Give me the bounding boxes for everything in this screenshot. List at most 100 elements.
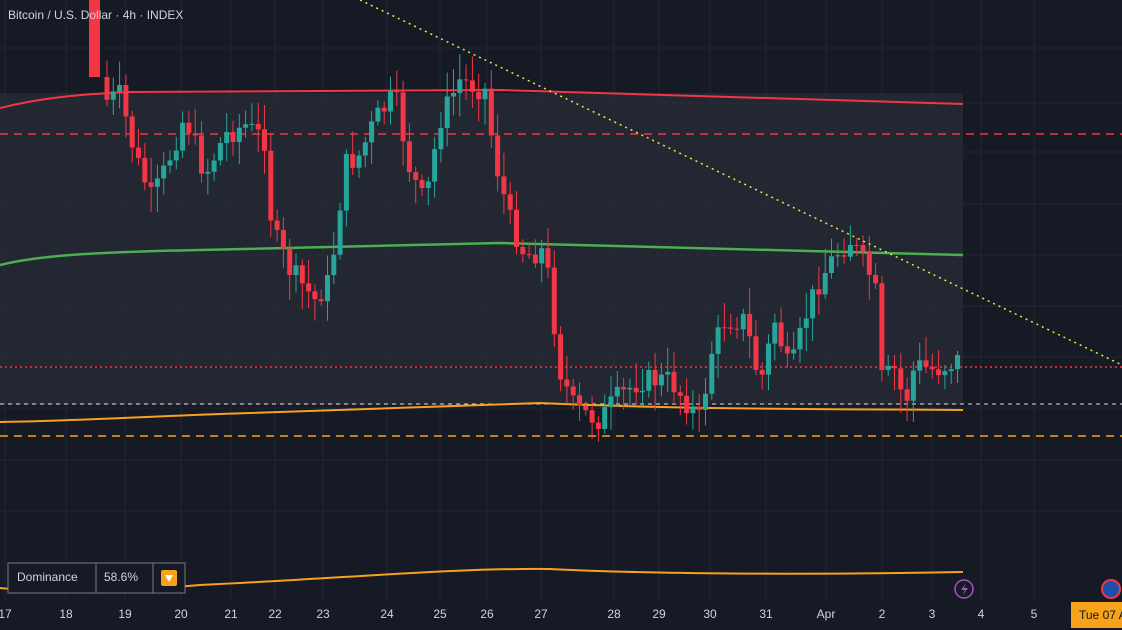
- candle-body: [356, 155, 362, 168]
- candle-body: [955, 355, 960, 370]
- candle-body: [904, 389, 910, 401]
- x-axis-label: 2: [879, 607, 886, 621]
- candles: [89, 0, 960, 442]
- date-badge: [1071, 602, 1122, 628]
- x-axis-label: 31: [759, 607, 773, 621]
- candle-body: [526, 254, 532, 256]
- candle-body: [942, 371, 948, 376]
- candle-body: [375, 107, 381, 122]
- middle-band: [0, 241, 964, 267]
- candle-body: [778, 322, 784, 347]
- x-axis: 17 18 19 20 21 22 23 24 25 26 27 28 29 30 31 Apr 2 3 4 5: [0, 607, 1038, 621]
- candle-body: [917, 360, 923, 371]
- x-axis-label: 17: [0, 607, 12, 621]
- candle-body: [948, 369, 954, 372]
- candle-body: [463, 79, 469, 81]
- candle-body: [312, 291, 318, 300]
- x-axis-label: 3: [929, 607, 936, 621]
- candle-body: [677, 392, 683, 396]
- economic-event-icon[interactable]: [1101, 579, 1121, 599]
- x-axis-label: 27: [534, 607, 548, 621]
- candle-body: [419, 179, 425, 188]
- candle-body: [154, 178, 160, 187]
- candle-body: [469, 80, 475, 92]
- candle-body: [847, 245, 853, 257]
- candle-body: [684, 395, 690, 414]
- x-axis-label: 26: [480, 607, 494, 621]
- candle-body: [665, 371, 671, 375]
- candle-body: [110, 91, 116, 100]
- candle-body: [394, 91, 400, 93]
- candle-body: [432, 149, 438, 182]
- candle-body: [766, 343, 771, 375]
- candle-body: [388, 91, 393, 112]
- candle-body: [148, 182, 154, 187]
- x-axis-label: 18: [59, 607, 73, 621]
- upper-band: [0, 88, 964, 109]
- candle-body: [180, 122, 186, 151]
- candle-body: [658, 374, 664, 386]
- candle-body: [205, 171, 211, 174]
- candle-body: [287, 248, 293, 276]
- candle-body: [621, 386, 627, 390]
- candle-body: [413, 172, 419, 180]
- candle-body: [595, 422, 601, 429]
- candle-body: [784, 346, 790, 354]
- candle-body: [514, 209, 519, 247]
- candle-body: [633, 387, 639, 393]
- candle-body: [570, 386, 576, 396]
- candle-body: [400, 92, 406, 142]
- x-axis-label: 22: [268, 607, 282, 621]
- candle-body: [325, 275, 330, 302]
- candle-body: [243, 124, 249, 128]
- candle-body: [211, 160, 217, 172]
- candle-body: [406, 141, 412, 173]
- event-icon[interactable]: [954, 579, 974, 599]
- candle-body: [444, 96, 450, 128]
- candle-body: [488, 88, 494, 136]
- candle-body: [476, 91, 482, 100]
- candle-body: [551, 267, 557, 335]
- candle-body: [608, 396, 614, 408]
- candle-body: [690, 406, 696, 414]
- candle-body: [507, 194, 513, 210]
- candle-body: [671, 371, 677, 393]
- candle-body: [362, 142, 368, 156]
- candle-body: [425, 181, 431, 188]
- x-axis-label: 23: [316, 607, 330, 621]
- candle-body: [457, 79, 463, 93]
- candle-body: [923, 360, 929, 367]
- candle-body: [898, 368, 904, 390]
- candle-body: [438, 127, 444, 150]
- candle-body: [614, 386, 620, 397]
- dominance-value: 58.6%: [104, 570, 138, 584]
- candle-body: [293, 265, 299, 276]
- candle-body: [589, 410, 595, 423]
- candle-body: [337, 210, 343, 255]
- candle-body: [627, 387, 633, 390]
- candle-body: [495, 135, 501, 177]
- candle-body: [268, 150, 274, 221]
- candle-body: [89, 0, 100, 77]
- x-axis-label: 30: [703, 607, 717, 621]
- candle-body: [161, 165, 167, 179]
- x-axis-label: 28: [607, 607, 621, 621]
- candle-body: [577, 395, 582, 406]
- x-axis-label: 21: [224, 607, 238, 621]
- candle-body: [759, 369, 765, 375]
- candle-body: [306, 283, 312, 292]
- candle-body: [892, 365, 897, 369]
- candle-body: [381, 107, 387, 112]
- candle-body: [142, 157, 148, 183]
- candle-body: [791, 349, 797, 354]
- candle-body: [123, 85, 129, 117]
- dominance-label: Dominance: [17, 570, 78, 584]
- candle-body: [255, 123, 261, 130]
- date-badge-text: Tue 07 A: [1079, 608, 1122, 622]
- candle-body: [299, 265, 305, 284]
- candle-body: [860, 245, 866, 252]
- candle-body: [816, 289, 822, 295]
- candle-body: [929, 366, 935, 370]
- candle-body: [545, 248, 551, 268]
